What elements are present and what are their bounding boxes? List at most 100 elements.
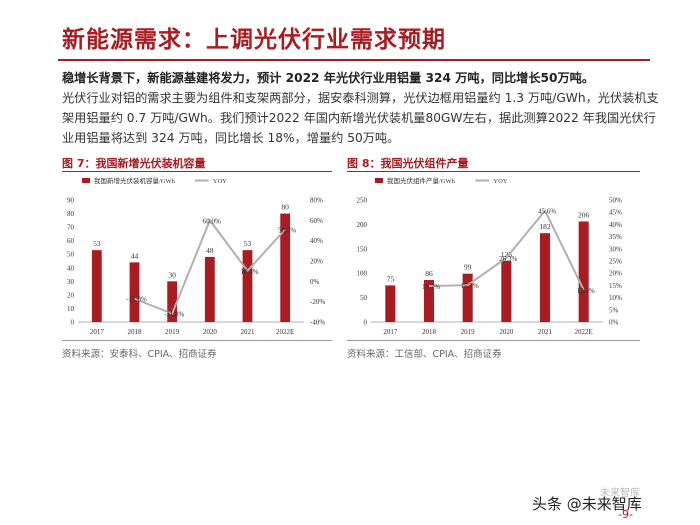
- x-axis-tick: 2019: [461, 328, 476, 336]
- bar: [578, 221, 589, 322]
- left-axis-tick: 100: [357, 270, 368, 278]
- yoy-value-label: 14.7%: [422, 283, 440, 291]
- right-axis-tick: -40%: [310, 319, 325, 327]
- right-axis-tick: 80%: [310, 197, 323, 205]
- yoy-value-label: 60.0%: [203, 217, 221, 225]
- left-axis-tick: 40: [67, 264, 75, 272]
- right-axis-tick: 10%: [609, 294, 622, 302]
- figure-8-rule: [347, 171, 640, 172]
- legend-bar-swatch: [82, 178, 90, 183]
- bar-value-label: 99: [464, 263, 472, 272]
- legend-bar-label: 我国新增光伏装机容量/GWh: [94, 176, 176, 185]
- right-axis-tick: 25%: [609, 258, 622, 266]
- left-axis-tick: 30: [67, 278, 75, 286]
- right-axis-tick: 5%: [609, 306, 619, 314]
- right-axis-tick: 30%: [609, 245, 622, 253]
- bar: [204, 256, 215, 322]
- bar-value-label: 75: [387, 274, 395, 283]
- figure-8-source-rule: [347, 340, 640, 341]
- left-axis-tick: 200: [357, 221, 368, 229]
- figure-7-title: 图 7：我国新增光伏装机容量: [62, 157, 206, 170]
- figure-7-source-rule: [62, 340, 332, 341]
- chart-installed-capacity: 我国新增光伏装机容量/GWh YOY 0 10 20 30 40 50 60 70 80 90 -40%…: [67, 176, 325, 336]
- yoy-line: [134, 218, 286, 315]
- yoy-line: [428, 208, 585, 291]
- left-axis-tick: 0: [364, 319, 368, 327]
- x-axis-tick: 2021: [538, 328, 553, 336]
- figure-8-title: 图 8：我国光伏组件产量: [347, 157, 469, 170]
- bar: [91, 250, 102, 322]
- bar-value-label: 86: [425, 269, 433, 278]
- bar-value-label: 30: [168, 270, 176, 279]
- left-axis-tick: 60: [67, 237, 75, 245]
- watermark-text: 头条 @未来智库: [532, 495, 642, 513]
- right-axis-tick: 45%: [609, 209, 622, 217]
- x-axis-tick: 2022E: [575, 328, 593, 336]
- x-axis-tick: 2017: [383, 328, 398, 336]
- summary-paragraph: 稳增长背景下，新能源基建将发力，预计 2022 年光伏行业用铝量 324 万吨，…: [62, 68, 662, 148]
- bar-value-label: 44: [131, 251, 139, 260]
- x-axis-tick: 2020: [499, 328, 514, 336]
- yoy-value-label: -17.0%: [126, 296, 147, 304]
- bar-value-label: 53: [244, 239, 252, 248]
- x-axis-tick: 2022E: [276, 328, 294, 336]
- right-axis-tick: -20%: [310, 298, 325, 306]
- bar-value-label: 125: [501, 250, 513, 259]
- bar: [385, 285, 396, 322]
- left-axis-tick: 90: [67, 197, 75, 205]
- legend-line-label: YOY: [213, 178, 227, 185]
- bar-value-label: 48: [206, 246, 214, 255]
- bar: [129, 262, 140, 322]
- left-axis-tick: 0: [71, 319, 75, 327]
- x-axis-tick: 2018: [422, 328, 437, 336]
- summary-body: 光伏行业对铝的需求主要为组件和支架两部分，据安泰科测算，光伏边框用铝量约 1.3…: [62, 91, 659, 145]
- left-axis-tick: 50: [67, 251, 75, 259]
- yoy-value-label: -31.8%: [164, 311, 185, 319]
- left-axis-tick: 70: [67, 224, 75, 232]
- right-axis-tick: 20%: [310, 258, 323, 266]
- right-axis-tick: 40%: [609, 221, 622, 229]
- yoy-value-label: 26.3%: [499, 255, 517, 263]
- yoy-value-label: 10.4%: [240, 268, 258, 276]
- right-axis-tick: 35%: [609, 233, 622, 241]
- right-axis-tick: 60%: [310, 217, 323, 225]
- figure-7-rule: [62, 171, 332, 172]
- left-axis-tick: 10: [67, 305, 75, 313]
- x-axis-tick: 2019: [165, 328, 180, 336]
- bar: [462, 273, 473, 322]
- left-axis-tick: 20: [67, 291, 75, 299]
- bar-value-label: 80: [281, 203, 289, 212]
- left-axis-tick: 150: [357, 245, 368, 253]
- chart-module-output: 我国光伏组件产量/GWh YOY 0 50 100 150 200 250 0% 5% 10% 15%…: [357, 176, 623, 336]
- page-number: -9-: [618, 508, 633, 521]
- bar: [539, 233, 551, 322]
- left-axis-tick: 250: [357, 197, 368, 205]
- title-underline: [58, 59, 650, 61]
- right-axis-tick: 0%: [609, 319, 619, 327]
- bar: [167, 281, 178, 322]
- page-title: 新能源需求：上调光伏行业需求预期: [62, 27, 446, 53]
- x-axis-tick: 2020: [203, 328, 218, 336]
- left-axis-tick: 80: [67, 210, 75, 218]
- summary-bold: 稳增长背景下，新能源基建将发力，预计 2022 年光伏行业用铝量 324 万吨，…: [62, 71, 595, 85]
- bar-value-label: 53: [93, 239, 101, 248]
- x-axis-tick: 2017: [90, 328, 105, 336]
- x-axis-tick: 2018: [128, 328, 143, 336]
- bar: [280, 213, 291, 322]
- legend-bar-label: 我国光伏组件产量/GWh: [387, 176, 456, 185]
- watermark-logo: 未来智库: [600, 488, 640, 499]
- right-axis-tick: 20%: [609, 270, 622, 278]
- bar: [501, 261, 512, 322]
- right-axis-tick: 40%: [310, 237, 323, 245]
- figure-8-source: 资料来源：工信部、CPIA、招商证券: [347, 349, 502, 360]
- bar: [242, 250, 253, 322]
- yoy-value-label: 13.2%: [577, 287, 595, 295]
- bar: [423, 280, 435, 322]
- bar-value-label: 206: [578, 210, 590, 219]
- yoy-value-label: 50.9%: [278, 227, 296, 235]
- right-axis-tick: 15%: [609, 282, 622, 290]
- right-axis-tick: 50%: [609, 197, 622, 205]
- yoy-value-label: 15.1%: [461, 282, 479, 290]
- figure-7-source: 资料来源：安泰科、CPIA、招商证券: [62, 349, 217, 360]
- left-axis-tick: 50: [360, 294, 368, 302]
